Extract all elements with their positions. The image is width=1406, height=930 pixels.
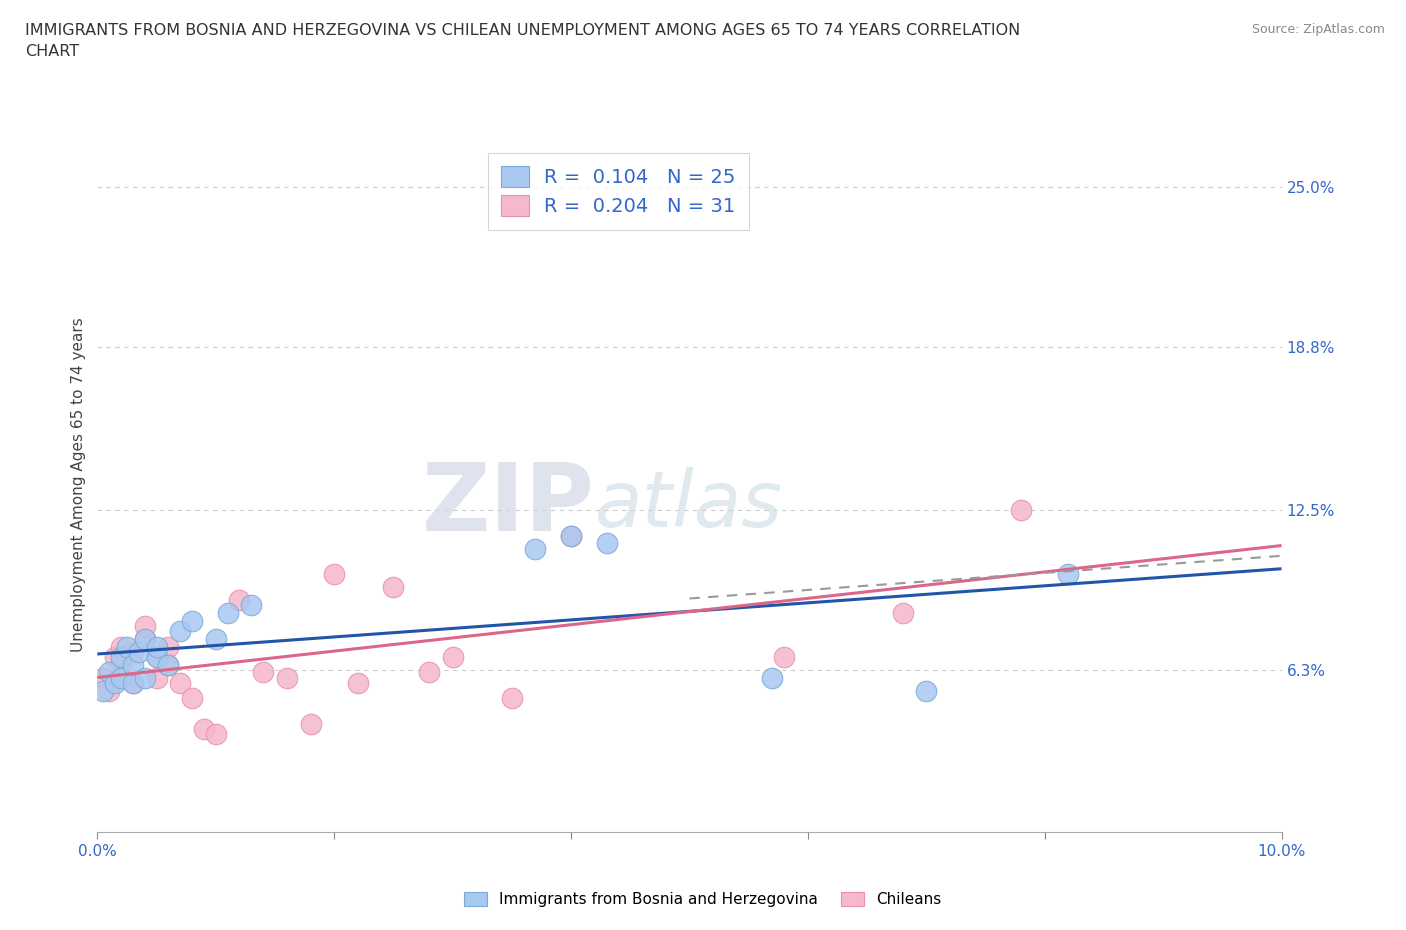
Point — [145, 639, 167, 654]
Text: IMMIGRANTS FROM BOSNIA AND HERZEGOVINA VS CHILEAN UNEMPLOYMENT AMONG AGES 65 TO : IMMIGRANTS FROM BOSNIA AND HERZEGOVINA V… — [25, 23, 1021, 60]
Point — [157, 658, 180, 672]
Point — [252, 665, 274, 680]
Text: Source: ZipAtlas.com: Source: ZipAtlas.com — [1251, 23, 1385, 36]
Point — [122, 675, 145, 690]
Text: ZIP: ZIP — [422, 459, 595, 551]
Point — [145, 649, 167, 664]
Point — [524, 541, 547, 556]
Point — [193, 722, 215, 737]
Point — [169, 624, 191, 639]
Point — [1010, 502, 1032, 517]
Point — [915, 683, 938, 698]
Legend: R =  0.104   N = 25, R =  0.204   N = 31: R = 0.104 N = 25, R = 0.204 N = 31 — [488, 153, 749, 230]
Point — [169, 675, 191, 690]
Point — [181, 691, 204, 706]
Point — [228, 592, 250, 607]
Point — [891, 605, 914, 620]
Y-axis label: Unemployment Among Ages 65 to 74 years: Unemployment Among Ages 65 to 74 years — [72, 317, 86, 652]
Legend: Immigrants from Bosnia and Herzegovina, Chileans: Immigrants from Bosnia and Herzegovina, … — [458, 885, 948, 913]
Point — [441, 649, 464, 664]
Point — [122, 675, 145, 690]
Point — [181, 614, 204, 629]
Point — [128, 644, 150, 659]
Text: atlas: atlas — [595, 467, 783, 543]
Point — [347, 675, 370, 690]
Point — [157, 639, 180, 654]
Point — [501, 691, 523, 706]
Point — [110, 658, 132, 672]
Point — [595, 536, 617, 551]
Point — [204, 631, 226, 646]
Point — [91, 683, 114, 698]
Point — [98, 665, 121, 680]
Point — [134, 671, 156, 685]
Point — [122, 644, 145, 659]
Point — [761, 671, 783, 685]
Point — [1057, 567, 1080, 582]
Point — [418, 665, 440, 680]
Point — [299, 717, 322, 732]
Point — [204, 727, 226, 742]
Point — [382, 580, 405, 595]
Point — [134, 631, 156, 646]
Point — [110, 649, 132, 664]
Point — [134, 631, 156, 646]
Point — [157, 658, 180, 672]
Point — [145, 649, 167, 664]
Point — [323, 567, 346, 582]
Point — [240, 598, 263, 613]
Point — [104, 649, 127, 664]
Point — [217, 605, 239, 620]
Point — [773, 649, 796, 664]
Point — [98, 683, 121, 698]
Point — [110, 639, 132, 654]
Point — [110, 671, 132, 685]
Point — [134, 618, 156, 633]
Point — [560, 528, 582, 543]
Point — [145, 671, 167, 685]
Point — [276, 671, 298, 685]
Point — [104, 675, 127, 690]
Point — [560, 528, 582, 543]
Point — [91, 671, 114, 685]
Point — [122, 658, 145, 672]
Point — [115, 639, 138, 654]
